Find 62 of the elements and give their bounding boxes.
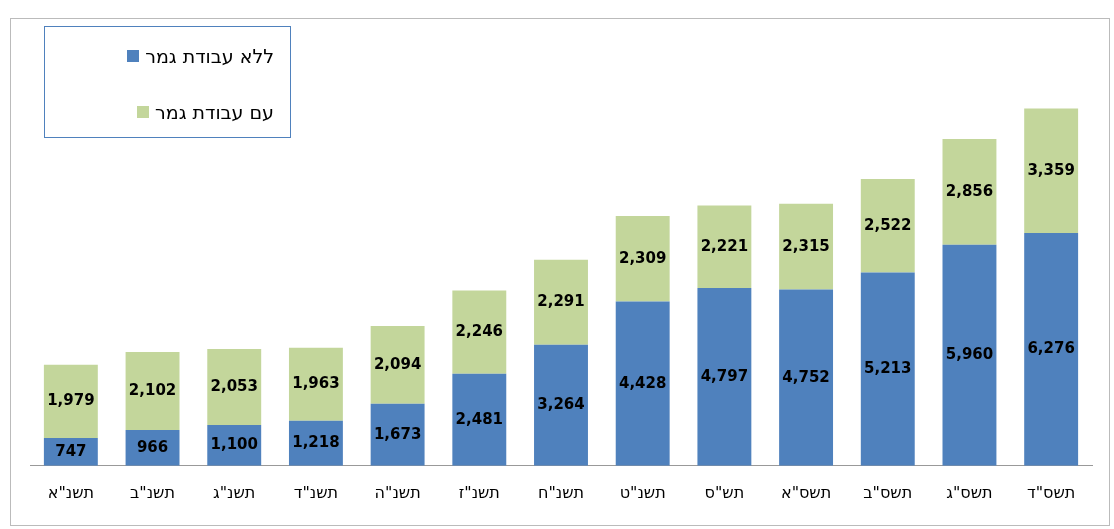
x-tick-label: תשס"ב (863, 482, 913, 502)
x-tick-label: תשנ"ג (213, 482, 256, 502)
bar (615, 301, 670, 466)
data-label: 1,218 (292, 433, 340, 452)
x-tick-label: תשס"ג (946, 482, 993, 502)
x-tick-label: תשס"ד (1026, 482, 1076, 502)
bar (779, 203, 834, 290)
x-tick-label: תשנ"ז (458, 482, 500, 502)
data-label: 6,276 (1027, 339, 1075, 358)
bar (288, 347, 343, 421)
legend-label: ללא עבודת גמר (145, 45, 274, 67)
bar (207, 348, 262, 426)
x-tick-label: תשנ"ד (293, 482, 339, 502)
x-tick-label: תשנ"א (47, 482, 94, 502)
data-label: 2,246 (455, 322, 504, 341)
bar (125, 352, 180, 430)
bar (452, 373, 507, 466)
data-label: 2,102 (128, 380, 177, 399)
bar (860, 272, 915, 466)
data-label: 1,963 (292, 374, 340, 393)
bar (1024, 233, 1079, 466)
data-label: 3,264 (537, 395, 585, 414)
bar (697, 205, 752, 288)
bar (779, 289, 834, 466)
legend-label: עם עבודת גמר (155, 101, 274, 123)
data-label: 2,315 (782, 236, 830, 255)
x-tick-label: תשנ"ב (130, 482, 175, 502)
data-label: 4,428 (618, 373, 667, 392)
x-tick-label: תשנ"ה (374, 482, 421, 502)
x-tick-label: תשס"א (780, 482, 832, 502)
data-label: 5,213 (864, 359, 912, 378)
bar (860, 178, 915, 273)
data-label: 2,522 (864, 215, 912, 234)
data-label: 3,359 (1027, 160, 1075, 179)
data-label: 2,094 (373, 354, 422, 373)
bar (697, 287, 752, 466)
bar (452, 290, 507, 374)
bar (534, 259, 588, 345)
data-label: 4,752 (782, 367, 830, 386)
x-tick-label: תשנ"ט (619, 482, 666, 502)
data-label: 2,221 (700, 236, 749, 255)
data-label: 2,309 (618, 248, 667, 267)
data-label: 1,100 (210, 435, 258, 454)
data-label: 966 (136, 437, 169, 456)
bar (534, 344, 588, 466)
bar (942, 138, 997, 245)
x-tick-label: תש"ס (704, 482, 745, 502)
data-label: 2,053 (210, 376, 258, 395)
bar (370, 326, 425, 404)
data-label: 4,797 (700, 366, 749, 385)
bar (1024, 108, 1079, 234)
bar (942, 244, 997, 466)
data-label: 1,673 (373, 424, 422, 443)
data-label: 2,291 (537, 292, 585, 311)
data-label: 5,960 (945, 345, 994, 364)
data-label: 1,979 (47, 391, 95, 410)
x-tick-label: תשנ"ח (537, 482, 585, 502)
data-label: 747 (55, 441, 87, 460)
data-label: 2,481 (455, 409, 504, 428)
data-label: 2,856 (945, 181, 994, 200)
bar (43, 364, 98, 439)
bar (615, 215, 670, 302)
